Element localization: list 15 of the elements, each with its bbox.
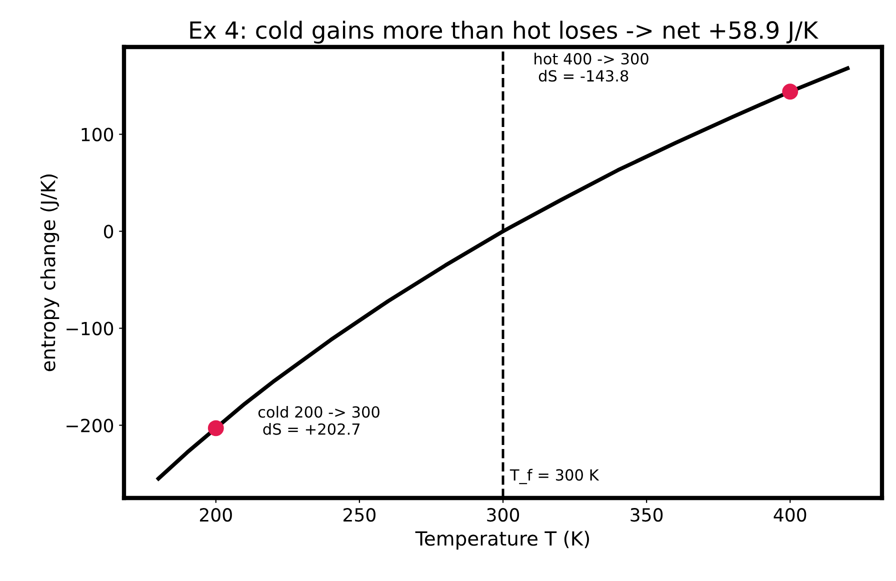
chart-title: Ex 4: cold gains more than hot loses -> net +58.9 J/K (190, 20, 819, 44)
x-tick-label: 250 (344, 508, 376, 522)
ref-line-label: T_f = 300 K (510, 468, 600, 484)
y-tick-label: −100 (66, 322, 114, 336)
x-tick-label: 350 (630, 508, 663, 522)
annotation: hot 400 -> 300 dS = -143.8 (534, 52, 648, 82)
x-tick-label: 400 (774, 508, 806, 522)
y-axis-title: entropy change (J/K) (40, 174, 60, 372)
annotation: cold 200 -> 300 dS = +202.7 (258, 406, 380, 435)
x-tick-label: 300 (487, 508, 520, 522)
y-tick-label: 0 (104, 224, 114, 238)
x-axis-title: Temperature T (K) (415, 530, 589, 550)
y-tick-label: −200 (66, 418, 114, 432)
y-tick-label: 100 (82, 128, 114, 142)
x-tick-label: 200 (200, 508, 232, 522)
